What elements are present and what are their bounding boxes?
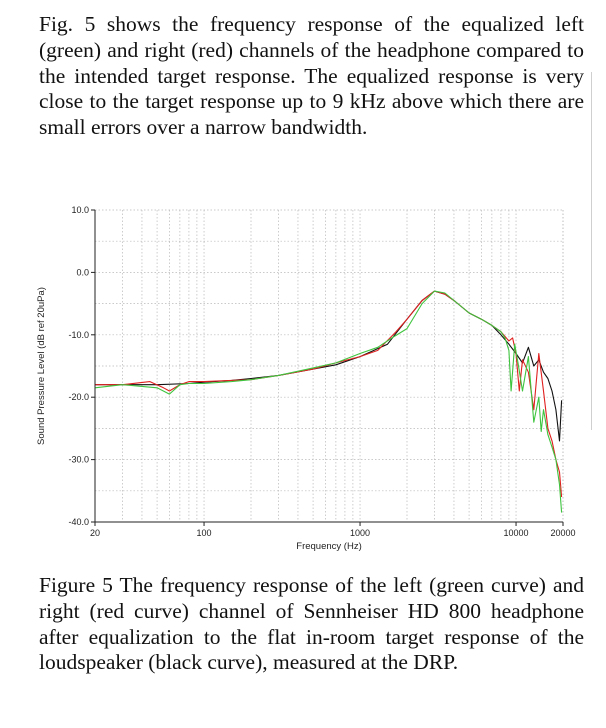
x-axis-ticks: 20 100 1000 10000 20000: [90, 522, 576, 538]
y-tick-label: -10.0: [68, 330, 89, 340]
figure-caption: Figure 5 The frequency response of the l…: [39, 573, 584, 675]
y-axis-label: Sound Pressure Level (dB ref 20uPa): [36, 287, 47, 445]
series-line-right: [95, 290, 563, 498]
y-tick-label: -40.0: [68, 517, 89, 527]
page-edge-line: [591, 72, 592, 430]
body-paragraph: Fig. 5 shows the frequency response of t…: [39, 12, 584, 140]
y-tick-label: -20.0: [68, 392, 89, 402]
x-tick-label: 20000: [550, 528, 575, 538]
y-tick-label: 0.0: [76, 267, 89, 277]
series-line-left: [94, 290, 563, 513]
y-tick-label: -30.0: [68, 455, 89, 465]
x-tick-label: 10000: [504, 528, 529, 538]
x-tick-label: 100: [197, 528, 212, 538]
frequency-response-chart: -40.0 -30.0 -20.0 -10.0 0.0 10.0 20 100 1000 100…: [36, 205, 576, 552]
x-axis-label: Frequency (Hz): [296, 541, 361, 552]
x-tick-label: 20: [90, 528, 100, 538]
x-tick-label: 1000: [350, 528, 370, 538]
frequency-response-figure: -40.0 -30.0 -20.0 -10.0 0.0 10.0 20 100 1000 100…: [30, 196, 586, 562]
y-tick-label: 10.0: [71, 205, 89, 215]
y-axis-ticks: -40.0 -30.0 -20.0 -10.0 0.0 10.0: [68, 205, 95, 527]
chart-series: [94, 290, 563, 513]
